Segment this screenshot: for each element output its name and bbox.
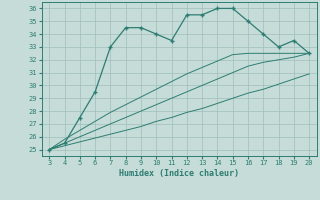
- X-axis label: Humidex (Indice chaleur): Humidex (Indice chaleur): [119, 169, 239, 178]
